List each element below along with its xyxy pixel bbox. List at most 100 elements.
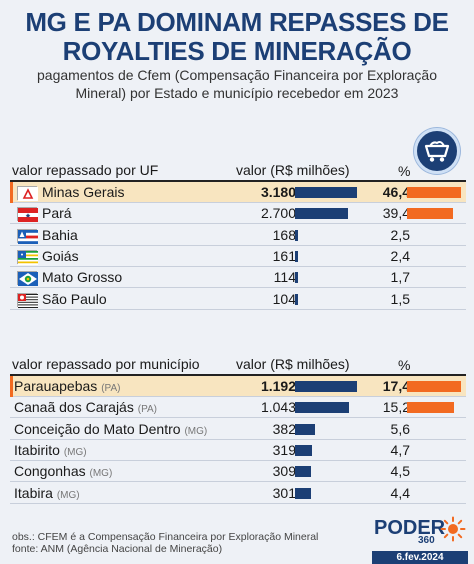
table-row: Parauapebas (PA) 1.192 17,4 xyxy=(10,376,466,397)
percent-bar xyxy=(407,208,453,220)
value-bar xyxy=(295,250,299,262)
table-row: São Paulo 104 1,5 xyxy=(10,289,466,310)
value-bar xyxy=(295,466,312,478)
value-bar xyxy=(295,487,311,499)
row-name: Itabirito xyxy=(14,441,60,458)
state-tag: (MG) xyxy=(56,489,80,501)
state-tag: (MG) xyxy=(184,425,208,437)
poder360-sun-icon xyxy=(440,516,466,542)
row-value: 1.043 xyxy=(260,399,296,416)
municipalities-col-pct: % xyxy=(398,357,411,373)
state-tag: (PA) xyxy=(137,404,158,416)
row-label: Pará xyxy=(42,205,72,222)
table-row: Itabira (MG) 301 4,4 xyxy=(10,483,466,504)
row-label: Mato Grosso xyxy=(42,269,123,286)
row-label: Conceição do Mato Dentro (MG) xyxy=(14,421,207,437)
row-value: 3.180 xyxy=(260,184,296,200)
row-name: Congonhas xyxy=(14,463,86,480)
row-value: 309 xyxy=(272,463,296,480)
highlight-marker xyxy=(10,182,13,203)
row-percent: 46,4 xyxy=(382,184,410,200)
states-col-value: valor (R$ milhões) xyxy=(236,162,350,178)
value-bar xyxy=(295,293,298,305)
row-percent: 2,4 xyxy=(390,247,410,264)
row-value: 104 xyxy=(272,290,296,307)
pa-flag-icon xyxy=(17,207,38,223)
states-col-pct: % xyxy=(398,163,411,179)
table-row: Canaã dos Carajás (PA) 1.043 15,2 xyxy=(10,397,466,419)
municipalities-header-rule xyxy=(10,374,466,376)
row-value: 301 xyxy=(272,484,296,501)
ba-flag-icon xyxy=(17,228,38,244)
row-percent: 4,7 xyxy=(390,441,410,458)
value-bar xyxy=(295,423,315,435)
municipalities-col-label: valor repassado por município xyxy=(12,356,200,372)
row-label: Bahia xyxy=(42,226,78,243)
table-row: Conceição do Mato Dentro (MG) 382 5,6 xyxy=(10,419,466,440)
row-label: Goiás xyxy=(42,247,79,264)
row-name: Conceição do Mato Dentro xyxy=(14,420,181,437)
table-row: Minas Gerais 3.180 46,4 xyxy=(10,182,466,203)
row-name: Itabira xyxy=(14,484,53,501)
row-label: Itabira (MG) xyxy=(14,485,80,501)
row-value: 1.192 xyxy=(260,378,296,394)
footer-notes: obs.: CFEM é a Compensação Financeira po… xyxy=(12,531,318,555)
value-bar xyxy=(295,444,312,456)
states-col-label: valor repassado por UF xyxy=(12,162,159,178)
value-bar xyxy=(295,229,299,241)
row-value: 114 xyxy=(273,269,296,286)
row-percent: 4,4 xyxy=(390,484,410,501)
row-name: Parauapebas xyxy=(14,378,98,394)
mine-cart-icon xyxy=(414,128,460,174)
row-value: 161 xyxy=(272,247,296,264)
value-bar xyxy=(295,187,357,198)
poder360-logo: PODER xyxy=(374,517,446,539)
title-line-2: ROYALTIES DE MINERAÇÃO xyxy=(62,36,412,66)
title-line-1: MG E PA DOMINAM REPASSES DE xyxy=(25,7,449,37)
sp-flag-icon xyxy=(17,292,38,308)
state-tag: (MG) xyxy=(89,468,113,480)
row-value: 2.700 xyxy=(260,205,296,222)
row-percent: 39,4 xyxy=(382,205,410,222)
mg-flag-icon xyxy=(17,186,38,201)
row-label: Canaã dos Carajás (PA) xyxy=(14,399,157,415)
row-percent: 1,7 xyxy=(390,269,410,286)
go-flag-icon xyxy=(17,249,38,265)
row-label: Congonhas (MG) xyxy=(14,463,112,479)
state-tag: (MG) xyxy=(63,446,87,458)
percent-bar xyxy=(407,381,461,392)
row-percent: 15,2 xyxy=(382,399,410,416)
table-row: Itabirito (MG) 319 4,7 xyxy=(10,440,466,461)
table-row: Mato Grosso 114 1,7 xyxy=(10,267,466,289)
subtitle-line-2: Mineral) por Estado e município recebedo… xyxy=(75,85,399,101)
percent-bar xyxy=(407,402,455,414)
value-bar xyxy=(295,381,357,392)
row-percent: 1,5 xyxy=(390,290,410,307)
value-bar xyxy=(295,402,350,414)
row-value: 382 xyxy=(272,420,296,437)
highlight-marker xyxy=(10,376,13,397)
mt-flag-icon xyxy=(17,271,38,287)
row-label: São Paulo xyxy=(42,290,107,307)
row-label: Itabirito (MG) xyxy=(14,442,87,458)
row-label: Parauapebas (PA) xyxy=(14,378,120,394)
table-row: Pará 2.700 39,4 xyxy=(10,203,466,225)
row-percent: 2,5 xyxy=(390,226,410,243)
percent-bar xyxy=(407,187,461,198)
row-percent: 5,6 xyxy=(390,420,410,437)
row-value: 168 xyxy=(272,226,296,243)
table-row: Bahia 168 2,5 xyxy=(10,225,466,246)
table-row: Congonhas (MG) 309 4,5 xyxy=(10,461,466,483)
table-row: Goiás 161 2,4 xyxy=(10,246,466,267)
footer-note: obs.: CFEM é a Compensação Financeira po… xyxy=(12,531,319,543)
value-bar xyxy=(295,272,298,284)
poder360-logo-number: 360 xyxy=(418,535,435,546)
row-label: Minas Gerais xyxy=(42,184,125,200)
footer-source: fonte: ANM (Agência Nacional de Mineraçã… xyxy=(12,543,223,555)
states-header-rule xyxy=(10,180,466,182)
page-title: MG E PA DOMINAM REPASSES DE ROYALTIES DE… xyxy=(0,8,474,66)
row-name: Canaã dos Carajás xyxy=(14,399,134,416)
value-bar xyxy=(295,208,348,220)
row-value: 319 xyxy=(272,441,296,458)
municipalities-col-value: valor (R$ milhões) xyxy=(236,356,350,372)
